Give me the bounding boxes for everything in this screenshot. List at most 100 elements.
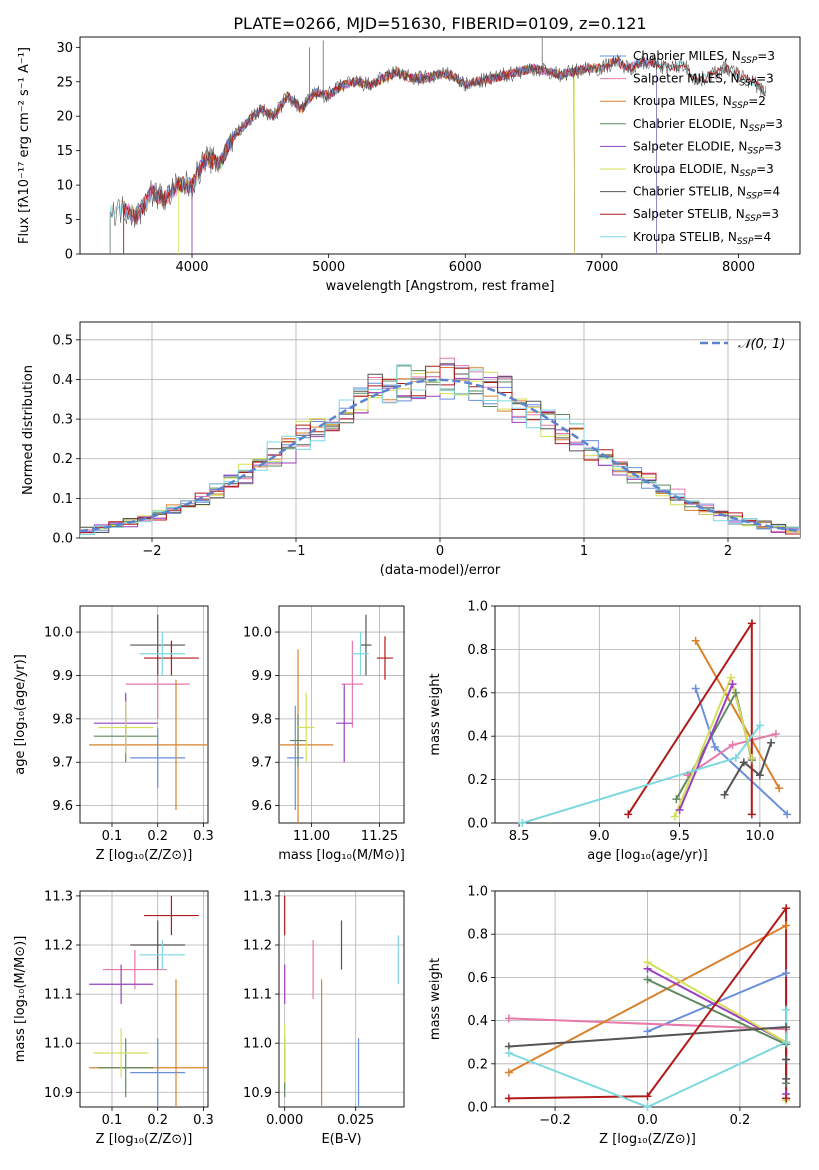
y-tick-label: 0.2 (467, 773, 488, 788)
y-tick-label: 9.6 (251, 799, 272, 814)
weight-marker-chabrier-stelib (720, 790, 729, 799)
x-axis-label: Z [log₁₀(Z/Z⊙)] (96, 1132, 193, 1147)
y-tick-label: 9.8 (251, 712, 272, 727)
weight-marker-chabrier-elodie (672, 795, 681, 804)
x-tick-label: 0.2 (147, 1113, 168, 1128)
weight-marker-kroupa-elodie (670, 812, 679, 821)
y-tick-label: 11.1 (44, 988, 73, 1003)
weight-marker-salpeter-miles (504, 1014, 513, 1023)
x-tick-label: 9.0 (589, 829, 610, 844)
weight-marker-kroupa-stelib (755, 721, 764, 730)
y-tick-label: 0.4 (467, 730, 488, 745)
weight-marker-salpeter-stelib (782, 1094, 791, 1103)
normal-curve (80, 378, 800, 533)
y-tick-label: 0.4 (52, 373, 73, 388)
y-tick-label: 0.8 (467, 928, 488, 943)
weight-marker-chabrier-stelib (767, 738, 776, 747)
y-axis-label: Flux [fλ10⁻¹⁷ erg cm⁻² s⁻¹ A⁻¹] (17, 47, 32, 244)
y-tick-label: 10.9 (44, 1086, 73, 1101)
y-tick-label: 15 (56, 144, 73, 159)
weight-marker-salpeter-stelib (643, 1092, 652, 1101)
weight-marker-chabrier-stelib (739, 758, 748, 767)
x-tick-label: 11.00 (293, 829, 330, 844)
y-tick-label: 9.7 (251, 756, 272, 771)
age-vs-metallicity-panel: 0.1 0.2 0.3 9.6 9.7 9.8 9.9 10.0 Z [log₁₀(Z/Z⊙)]… (13, 605, 214, 863)
plot-area (89, 895, 208, 1107)
weight-marker-chabrier-stelib (782, 1074, 791, 1083)
y-axis-label: age [log₁₀(age/yr)] (13, 654, 28, 775)
mass-vs-ebv-panel: 0.000 0.025 10.9 11.0 11.1 11.2 11.3 E(B-V) (243, 889, 405, 1147)
model-line-kroupa-miles (123, 56, 657, 254)
plot-frame (79, 605, 209, 824)
residual-histogram-panel: −2 −1 0 1 2 0.0 0.1 0.2 0.3 0.4 0.5 (data-model)/er… (21, 321, 801, 578)
x-tick-label: 4000 (175, 260, 208, 275)
plot-area (284, 895, 399, 1107)
x-tick-label: 8000 (722, 260, 755, 275)
plot-frame (79, 890, 209, 1108)
weight-marker-chabrier-stelib (755, 771, 764, 780)
weight-marker-kroupa-stelib (518, 819, 527, 827)
weight-marker-salpeter-stelib (504, 1094, 513, 1103)
y-tick-label: 0.1 (52, 492, 73, 507)
weight-marker-salpeter-miles (771, 730, 780, 739)
spectrum-panel: 4000 5000 6000 7000 8000 0 5 10 15 20 25 30 waveleng… (17, 36, 801, 294)
weight-marker-chabrier-miles (782, 969, 791, 978)
x-tick-label: −0.2 (539, 1113, 571, 1128)
x-tick-label: 0.2 (147, 829, 168, 844)
legend-label-kroupa-elodie: Kroupa ELODIE, NSSP=3 (633, 162, 774, 179)
y-tick-label: 11.0 (243, 1037, 272, 1052)
weight-line-kroupa-stelib (522, 724, 761, 823)
y-tick-label: 10 (56, 179, 73, 194)
y-axis-label: mass [log₁₀(M/M⊙)] (13, 936, 28, 1063)
y-tick-label: 11.3 (44, 889, 73, 904)
y-axis-label: mass weight (428, 673, 443, 755)
legend-label-salpeter-miles: Salpeter MILES, NSSP=3 (633, 72, 774, 89)
model-line-kroupa-elodie (178, 66, 575, 254)
legend-label-chabrier-stelib: Chabrier STELIB, NSSP=4 (633, 185, 780, 202)
y-tick-label: 25 (56, 75, 73, 90)
y-tick-label: 11.2 (44, 939, 73, 954)
weight-marker-kroupa-stelib (731, 753, 740, 762)
weight-marker-salpeter-miles (683, 771, 692, 780)
model-line-salpeter-elodie (191, 63, 575, 254)
y-tick-label: 20 (56, 110, 73, 125)
x-tick-label: 0 (436, 544, 444, 559)
y-tick-label: 9.7 (52, 756, 73, 771)
weight-marker-salpeter-stelib (782, 904, 791, 913)
y-tick-label: 11.3 (243, 889, 272, 904)
y-axis-label: mass weight (428, 958, 443, 1040)
weight-marker-kroupa-miles (775, 784, 784, 793)
legend-label-chabrier-elodie: Chabrier ELODIE, NSSP=3 (633, 117, 783, 134)
y-tick-label: 0.2 (467, 1057, 488, 1072)
y-tick-label: 11.2 (243, 939, 272, 954)
y-tick-label: 9.9 (52, 669, 73, 684)
model-line-chabrier-elodie (191, 64, 575, 254)
x-axis-label: wavelength [Angstrom, rest frame] (326, 279, 555, 294)
weight-line-kroupa-miles (694, 640, 780, 789)
y-tick-label: 0.5 (52, 333, 73, 348)
x-tick-label: 0.025 (337, 1113, 374, 1128)
y-tick-label: 0.6 (467, 686, 488, 701)
y-tick-label: 0.8 (467, 643, 488, 658)
weight-marker-salpeter-stelib (747, 810, 756, 819)
y-tick-label: 11.0 (44, 1037, 73, 1052)
weight-marker-kroupa-stelib (782, 1005, 791, 1014)
x-tick-label: 0.1 (102, 829, 123, 844)
y-axis-label: Normed distribution (21, 365, 36, 495)
y-tick-label: 9.8 (52, 712, 73, 727)
x-tick-label: 8.5 (509, 829, 530, 844)
y-tick-label: 1.0 (467, 885, 488, 900)
y-tick-label: 10.9 (243, 1086, 272, 1101)
x-axis-label: age [log₁₀(age/yr)] (587, 848, 708, 863)
weight-marker-kroupa-elodie (726, 673, 735, 682)
weight-marker-chabrier-miles (691, 684, 700, 693)
x-tick-label: 9.5 (669, 829, 690, 844)
weight-marker-kroupa-stelib (782, 1038, 791, 1047)
age-vs-mass-panel: 11.00 11.25 9.6 9.7 9.8 9.9 10.0 mass [log₁₀(M/… (243, 605, 405, 863)
weight-marker-chabrier-elodie (731, 688, 740, 697)
weight-marker-salpeter-elodie (675, 805, 684, 814)
y-tick-label: 10.0 (44, 626, 73, 641)
plot-area (80, 357, 800, 538)
x-tick-label: 5000 (312, 260, 345, 275)
plot-frame (79, 36, 801, 255)
